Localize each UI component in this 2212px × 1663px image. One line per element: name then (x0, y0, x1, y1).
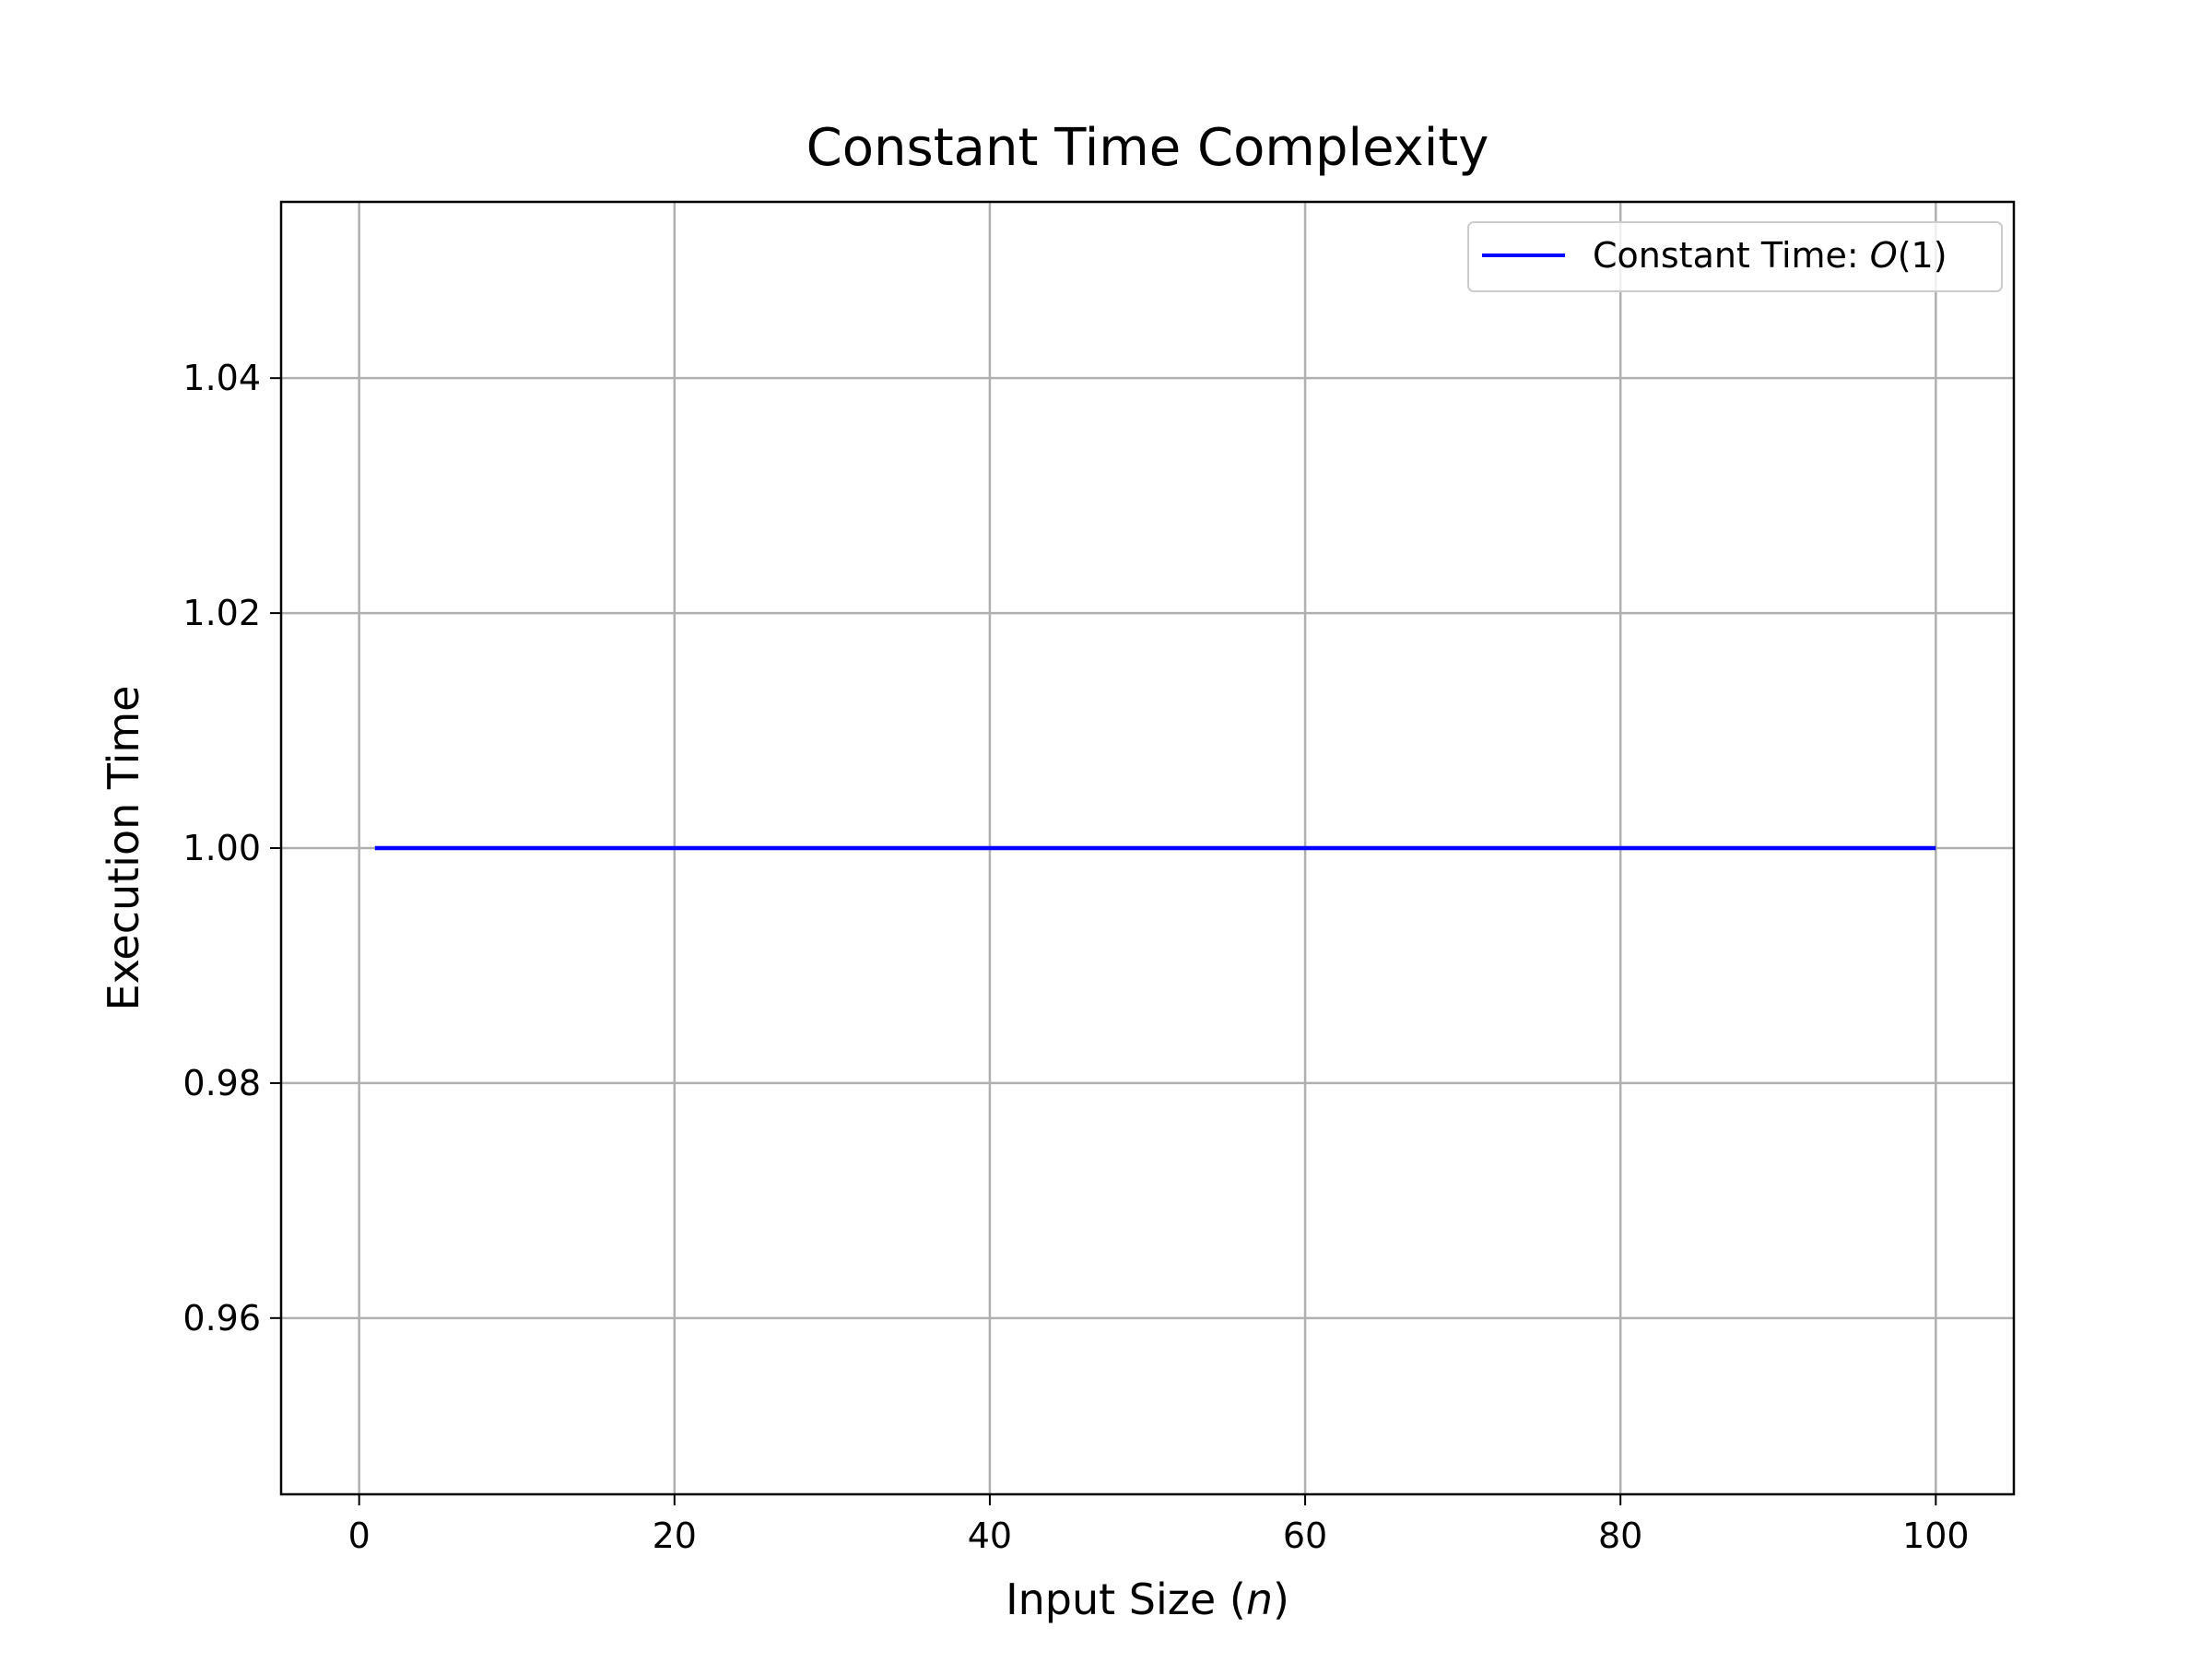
x-axis-label-suffix: ) (1273, 1575, 1289, 1624)
chart-title: Constant Time Complexity (806, 118, 1489, 178)
legend-label: Constant Time: O(1) (1593, 235, 1947, 276)
x-tick-label: 60 (1283, 1516, 1327, 1556)
x-axis-label: Input Size (n) (1006, 1575, 1289, 1624)
x-tick-label: 0 (348, 1516, 371, 1556)
x-axis-label-variable: n (1246, 1575, 1273, 1624)
x-tick-label: 20 (653, 1516, 697, 1556)
x-tick-label: 40 (968, 1516, 1012, 1556)
ticks: 0 20 40 60 80 100 0.96 0.98 1.00 1.02 1.04 (182, 358, 1969, 1556)
legend-label-suffix: (1) (1898, 235, 1947, 276)
y-tick-label: 0.96 (182, 1298, 261, 1339)
x-tick-label: 100 (1902, 1516, 1970, 1556)
y-tick-label: 1.04 (182, 358, 261, 398)
legend-box (1467, 221, 2003, 292)
legend: Constant Time: O(1) (1467, 221, 2003, 292)
legend-label-prefix: Constant Time: (1593, 235, 1870, 276)
x-axis-label-prefix: Input Size ( (1006, 1575, 1246, 1624)
y-tick-label: 1.02 (182, 593, 261, 633)
y-tick-label: 0.98 (182, 1063, 261, 1103)
y-tick-label: 1.00 (182, 828, 261, 868)
x-tick-label: 80 (1598, 1516, 1642, 1556)
y-axis-label: Execution Time (99, 686, 148, 1011)
legend-label-variable: O (1870, 235, 1898, 276)
